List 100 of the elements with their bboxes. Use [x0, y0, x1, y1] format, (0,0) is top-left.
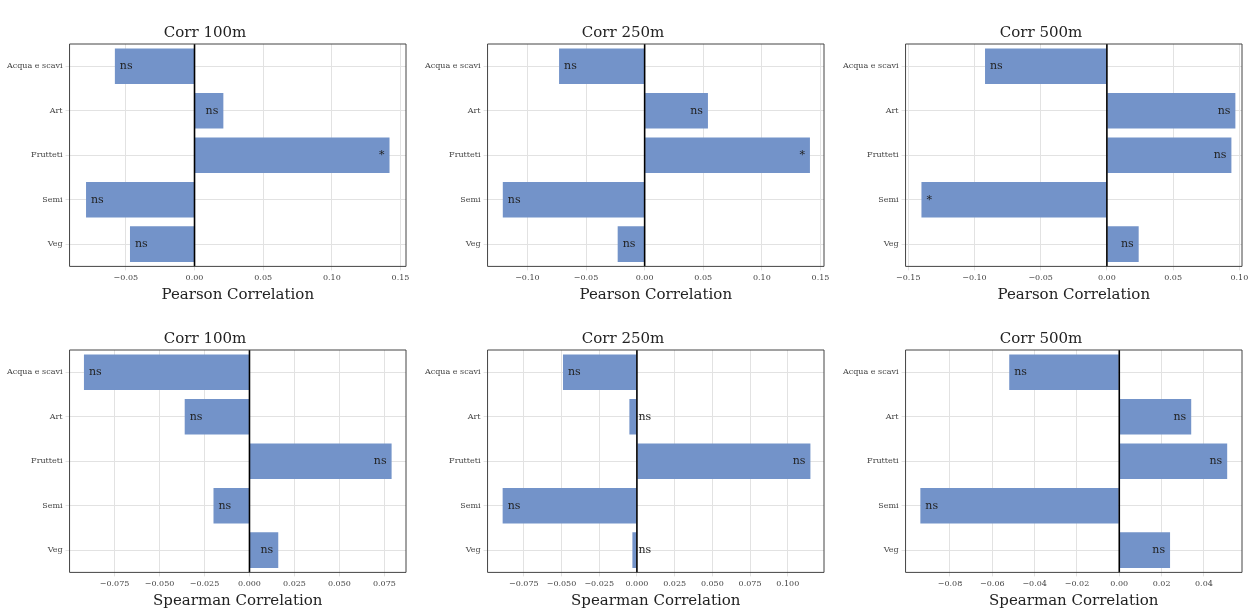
y-tick-label: Acqua e scavi [841, 367, 899, 377]
data-label: ns [792, 454, 806, 468]
bar [1119, 532, 1171, 568]
bar [1107, 137, 1232, 173]
y-tick-label: Frutteti [31, 150, 63, 160]
data-label: ns [567, 365, 582, 379]
y-tick-label: Art [884, 105, 900, 115]
data-label: ns [1209, 454, 1223, 468]
x-tick-label: −0.05 [113, 273, 139, 283]
x-axis-title: Pearson Correlation [579, 284, 733, 303]
x-tick-label: 0.05 [694, 273, 713, 283]
y-tick-label: Semi [42, 500, 63, 510]
y-tick-label: Art [48, 105, 64, 115]
bar [83, 354, 249, 391]
x-tick-label: 0.075 [738, 579, 762, 589]
y-tick-label: Acqua e scavi [5, 61, 63, 71]
data-label: * [926, 192, 933, 206]
x-tick-label: 0.15 [391, 273, 410, 283]
chart-title: Corr 500m [999, 22, 1083, 41]
data-label: ns [1152, 543, 1166, 557]
bar [617, 226, 645, 262]
data-label: * [379, 148, 386, 162]
x-tick-label: 0.10 [1230, 273, 1249, 283]
x-tick-label: 0.000 [625, 579, 649, 589]
data-label: ns [622, 237, 636, 251]
data-label: ns [990, 59, 1004, 73]
bar [195, 137, 390, 173]
data-label: * [799, 148, 806, 162]
x-tick-label: −0.050 [144, 579, 175, 589]
x-tick-label: 0.050 [327, 579, 351, 589]
bar [921, 181, 1107, 218]
data-label: ns [638, 409, 652, 423]
data-label: ns [260, 543, 274, 557]
y-tick-label: Veg [464, 239, 481, 249]
chart-title: Corr 500m [999, 328, 1083, 347]
x-tick-label: 0.05 [1164, 273, 1183, 283]
x-tick-label: 0.00 [1097, 273, 1116, 283]
x-tick-label: −0.08 [937, 579, 963, 589]
data-label: ns [1014, 365, 1028, 379]
y-tick-label: Veg [46, 545, 63, 555]
bar [1009, 354, 1119, 391]
x-tick-label: −0.10 [515, 273, 540, 283]
bar [1119, 398, 1192, 435]
x-tick-label: −0.04 [1022, 579, 1047, 589]
y-tick-label: Frutteti [449, 150, 481, 160]
data-label: ns [638, 543, 652, 557]
bar [184, 398, 249, 435]
x-axis-title: Spearman Correlation [989, 590, 1159, 609]
x-tick-label: 0.05 [254, 273, 273, 283]
y-tick-label: Semi [460, 194, 481, 204]
bar [249, 443, 392, 479]
data-label: ns [507, 498, 521, 512]
y-tick-label: Art [884, 411, 900, 421]
bar [114, 48, 195, 85]
y-tick-label: Veg [882, 545, 899, 555]
y-tick-label: Veg [882, 239, 899, 249]
x-tick-label: −0.15 [895, 273, 921, 283]
bar [195, 92, 224, 129]
y-tick-label: Frutteti [867, 150, 899, 160]
x-tick-label: 0.15 [811, 273, 830, 283]
x-tick-label: −0.10 [962, 273, 987, 283]
data-label: ns [690, 103, 704, 117]
bar [502, 181, 645, 218]
x-tick-label: 0.00 [635, 273, 654, 283]
x-tick-label: −0.05 [573, 273, 599, 283]
x-tick-label: 0.075 [372, 579, 396, 589]
data-label: ns [507, 192, 521, 206]
data-label: ns [564, 59, 578, 73]
data-label: ns [189, 409, 203, 423]
data-label: ns [1213, 148, 1227, 162]
y-tick-label: Semi [42, 194, 63, 204]
x-tick-label: −0.075 [99, 579, 130, 589]
x-tick-label: −0.025 [189, 579, 220, 589]
chart-title: Corr 250m [581, 328, 665, 347]
bar [559, 48, 645, 85]
x-tick-label: 0.10 [752, 273, 771, 283]
bar [920, 487, 1119, 524]
bar [985, 48, 1107, 85]
y-tick-label: Acqua e scavi [5, 367, 63, 377]
x-tick-label: −0.02 [1064, 579, 1090, 589]
y-tick-label: Art [48, 411, 64, 421]
y-tick-label: Art [466, 411, 482, 421]
y-tick-label: Semi [878, 500, 899, 510]
y-tick-label: Acqua e scavi [841, 61, 899, 71]
data-label: ns [1217, 103, 1231, 117]
bar [1107, 92, 1236, 129]
x-axis-title: Pearson Correlation [997, 284, 1151, 303]
x-tick-label: 0.100 [776, 579, 800, 589]
data-label: ns [925, 498, 939, 512]
data-label: ns [1120, 237, 1135, 251]
data-label: ns [1173, 409, 1187, 423]
bar [645, 137, 810, 173]
y-tick-label: Frutteti [449, 456, 481, 466]
x-axis-title: Spearman Correlation [571, 590, 741, 609]
x-tick-label: −0.075 [508, 579, 539, 589]
data-label: ns [88, 365, 103, 379]
x-axis-title: Spearman Correlation [153, 590, 323, 609]
x-tick-label: 0.00 [1110, 579, 1129, 589]
chart-title: Corr 100m [163, 22, 247, 41]
x-tick-label: 0.025 [283, 579, 306, 589]
